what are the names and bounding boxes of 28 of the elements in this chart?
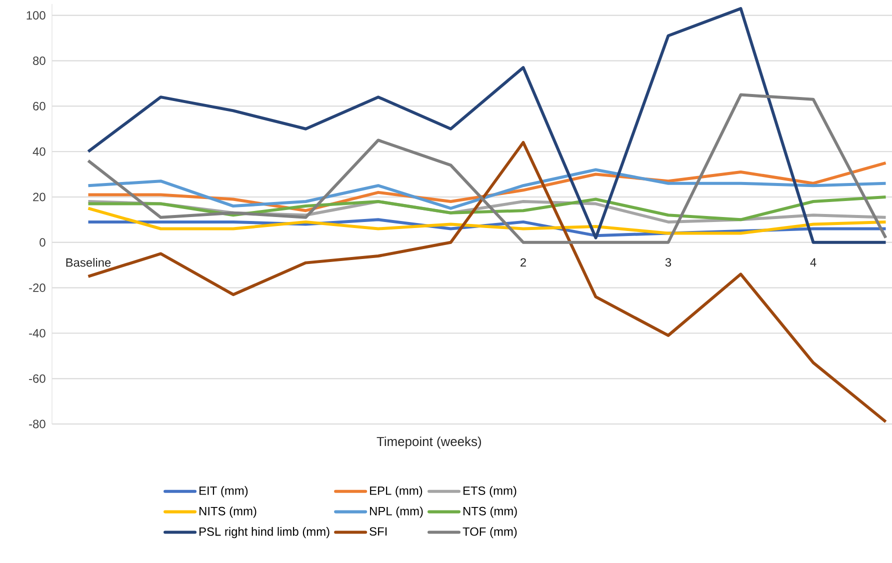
y-tick-label: 80	[33, 56, 46, 65]
y-tick-label: -80	[29, 420, 46, 428]
y-tick-label: 60	[33, 102, 46, 110]
y-tick-label: -20	[29, 284, 46, 292]
x-axis-title: Timepoint (weeks)	[376, 436, 482, 449]
x-tick-label: 3	[665, 258, 672, 267]
y-tick-label: 0	[40, 238, 46, 247]
legend-label: NTS (mm)	[463, 506, 517, 518]
y-tick-label: 20	[33, 192, 46, 202]
legend-label: SFI	[370, 527, 387, 536]
line-series	[86, 7, 888, 244]
legend-label: NPL (mm)	[370, 506, 423, 518]
x-tick-label: Baseline	[66, 258, 111, 267]
legend-label: ETS (mm)	[463, 486, 516, 498]
line-series	[86, 168, 888, 210]
y-tick-label: 40	[32, 147, 46, 156]
line-series	[86, 195, 888, 222]
y-tick-label: 100	[26, 11, 46, 20]
line-series	[86, 206, 888, 235]
legend-label: EIT (mm)	[200, 486, 248, 498]
y-tick-label: -40	[29, 328, 46, 338]
legend-label: PSL right hind limb (mm)	[200, 527, 330, 538]
x-tick-label: 4	[810, 258, 816, 266]
y-tick-label: -60	[29, 374, 46, 383]
x-tick-label: 2	[520, 258, 526, 267]
legend-label: NITS (mm)	[200, 506, 256, 518]
legend-label: TOF (mm)	[462, 527, 517, 538]
legend-label: EPL (mm)	[370, 486, 422, 498]
